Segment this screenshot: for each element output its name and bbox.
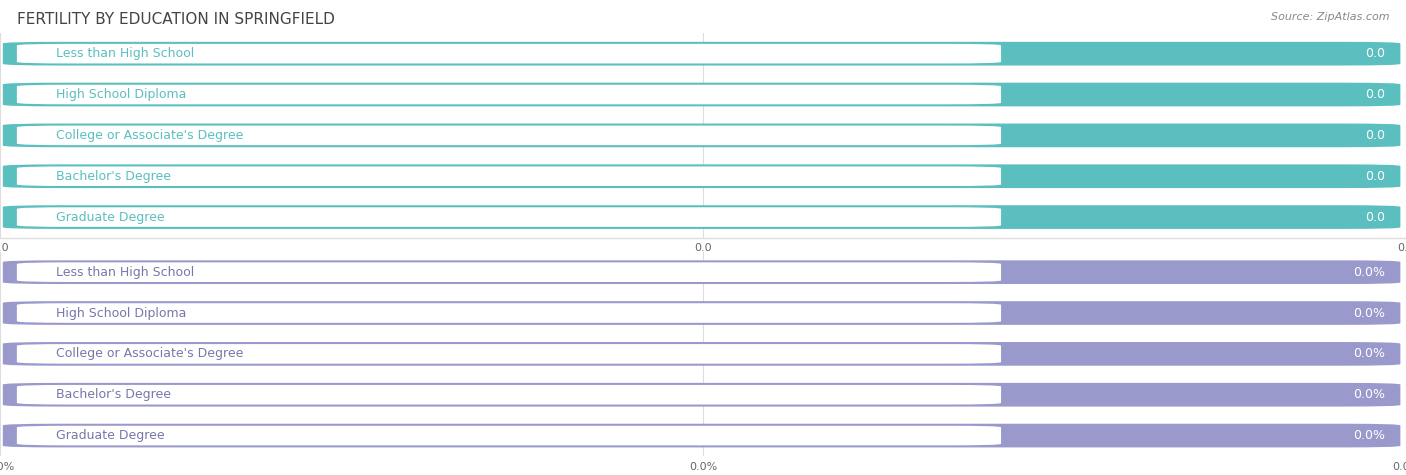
Text: 0.0%: 0.0% (1353, 429, 1385, 442)
Text: College or Associate's Degree: College or Associate's Degree (56, 347, 243, 361)
FancyBboxPatch shape (3, 124, 1400, 147)
Text: Less than High School: Less than High School (56, 47, 194, 60)
FancyBboxPatch shape (3, 83, 1400, 106)
Text: 0.0: 0.0 (1365, 170, 1385, 183)
Text: 0.0: 0.0 (1365, 88, 1385, 101)
FancyBboxPatch shape (17, 207, 1001, 227)
Text: 0.0%: 0.0% (1353, 266, 1385, 279)
FancyBboxPatch shape (3, 42, 1400, 66)
Text: Less than High School: Less than High School (56, 266, 194, 279)
Text: FERTILITY BY EDUCATION IN SPRINGFIELD: FERTILITY BY EDUCATION IN SPRINGFIELD (17, 12, 335, 27)
FancyBboxPatch shape (3, 424, 1400, 447)
Text: 0.0: 0.0 (1365, 47, 1385, 60)
Text: 0.0: 0.0 (1365, 129, 1385, 142)
FancyBboxPatch shape (17, 385, 1001, 405)
FancyBboxPatch shape (3, 342, 1400, 366)
Text: High School Diploma: High School Diploma (56, 306, 187, 320)
FancyBboxPatch shape (17, 166, 1001, 186)
FancyBboxPatch shape (17, 125, 1001, 145)
FancyBboxPatch shape (3, 301, 1400, 325)
Text: Graduate Degree: Graduate Degree (56, 429, 165, 442)
Text: Bachelor's Degree: Bachelor's Degree (56, 170, 172, 183)
FancyBboxPatch shape (17, 44, 1001, 64)
FancyBboxPatch shape (17, 303, 1001, 323)
Text: Source: ZipAtlas.com: Source: ZipAtlas.com (1271, 12, 1389, 22)
FancyBboxPatch shape (17, 85, 1001, 104)
FancyBboxPatch shape (3, 205, 1400, 229)
Text: Bachelor's Degree: Bachelor's Degree (56, 388, 172, 401)
Text: 0.0%: 0.0% (1353, 347, 1385, 361)
Text: Graduate Degree: Graduate Degree (56, 210, 165, 224)
Text: 0.0%: 0.0% (1353, 306, 1385, 320)
FancyBboxPatch shape (3, 260, 1400, 284)
Text: 0.0%: 0.0% (1353, 388, 1385, 401)
FancyBboxPatch shape (17, 344, 1001, 364)
Text: College or Associate's Degree: College or Associate's Degree (56, 129, 243, 142)
Text: High School Diploma: High School Diploma (56, 88, 187, 101)
FancyBboxPatch shape (17, 426, 1001, 446)
FancyBboxPatch shape (17, 262, 1001, 282)
Text: 0.0: 0.0 (1365, 210, 1385, 224)
FancyBboxPatch shape (3, 164, 1400, 188)
FancyBboxPatch shape (3, 383, 1400, 407)
